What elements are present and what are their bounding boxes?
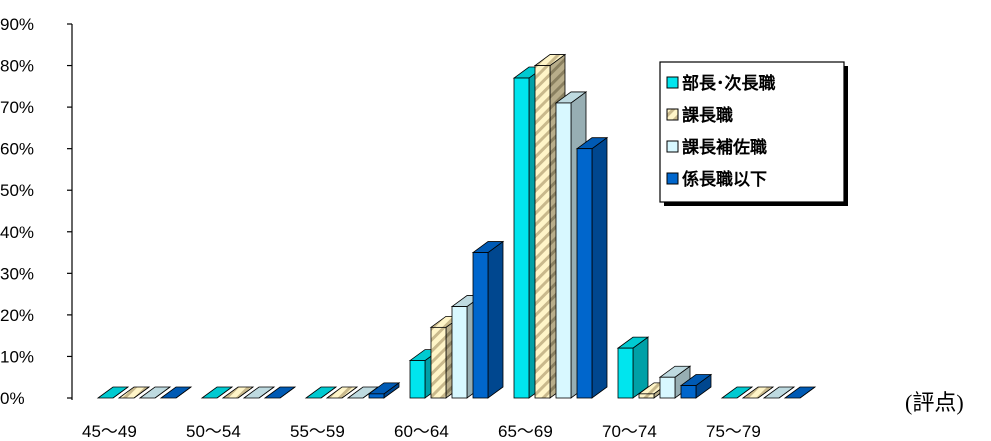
bar [304,386,338,399]
legend-swatch [666,76,679,89]
bar-top [242,386,276,399]
bar-group [616,336,713,399]
y-tick-label: 0% [0,389,25,408]
bar [263,386,297,399]
bar-front [409,360,426,399]
legend-box [659,61,845,203]
bar [117,386,151,399]
legend-label: 課長補佐職 [682,137,767,158]
legend-item: 部長･次長職 [666,73,776,94]
bar [471,240,505,399]
bar-front [659,376,676,399]
y-tick-label: 60% [0,140,34,159]
bar-group [200,386,297,399]
bar [575,136,609,399]
bar-side [591,136,608,399]
legend-label: 係長職以下 [682,169,767,190]
x-tick-label: 75～79 [706,422,761,441]
legend-swatch [666,140,679,153]
bar-top [263,386,297,399]
bar [658,365,692,399]
y-tick-label: 20% [0,306,34,325]
bar-group [304,382,401,399]
bar [783,386,817,399]
bar [762,386,796,399]
bar [221,386,255,399]
bar [159,386,193,399]
y-tick-label: 90% [0,15,34,34]
legend-label: 課長職 [682,105,733,126]
bar [200,386,234,399]
bar-side [487,240,504,399]
y-tick-label: 40% [0,223,34,242]
bar-group [720,386,817,399]
bar [616,336,650,399]
x-tick-label: 60～64 [394,422,449,441]
x-tick-label: 50～54 [186,422,241,441]
y-tick-label: 10% [0,347,34,366]
x-tick-label: 70～74 [602,422,657,441]
bars [96,53,817,399]
bar-group [512,53,609,399]
bar-top [159,386,193,399]
bar-front [680,385,697,399]
bar-top [304,386,338,399]
bar [96,386,130,399]
bar-front [555,102,572,399]
bar-top [117,386,151,399]
bar-group [96,386,193,399]
legend-label: 部長･次長職 [682,73,776,94]
bar-top [325,386,359,399]
bar-front [617,347,634,399]
legend-item: 課長補佐職 [666,137,767,158]
y-tick-label: 80% [0,57,34,76]
legend-item: 係長職以下 [666,169,767,190]
bar-top [96,386,130,399]
x-axis-label: (評点) [905,390,964,415]
legend-swatch [666,108,679,121]
bar-front [472,252,489,399]
bar-top [200,386,234,399]
bar [741,386,775,399]
x-tick-label: 55～59 [290,422,345,441]
bar-front [513,77,530,399]
bar-front [368,393,385,399]
bar-top [762,386,796,399]
bar-top [138,386,172,399]
y-tick-label: 70% [0,98,34,117]
legend-swatch [666,172,679,185]
category-labels: 45～49 50～54 55～59 60～64 65～69 70～74 75～79 [82,422,761,441]
x-tick-label: 45～49 [82,422,137,441]
bar-front [451,306,468,399]
axes: 0% 10% 20% 30% 40% 50% 60% 70% 80% 90% [0,15,73,408]
y-tick-label: 30% [0,264,34,283]
bar [720,386,754,399]
bar-top [720,386,754,399]
bar [242,386,276,399]
bar [367,382,401,399]
x-tick-label: 65～69 [498,422,553,441]
bar [325,386,359,399]
y-tick-label: 50% [0,181,34,200]
bar [138,386,172,399]
bar-top [221,386,255,399]
bar-top [783,386,817,399]
legend-item: 課長職 [666,105,733,126]
bar-group [408,240,505,399]
bar-front [638,393,655,399]
bar-top [741,386,775,399]
bar [679,373,713,399]
bar-front [576,148,593,399]
bar-front [430,326,447,399]
bar-front [534,65,551,399]
